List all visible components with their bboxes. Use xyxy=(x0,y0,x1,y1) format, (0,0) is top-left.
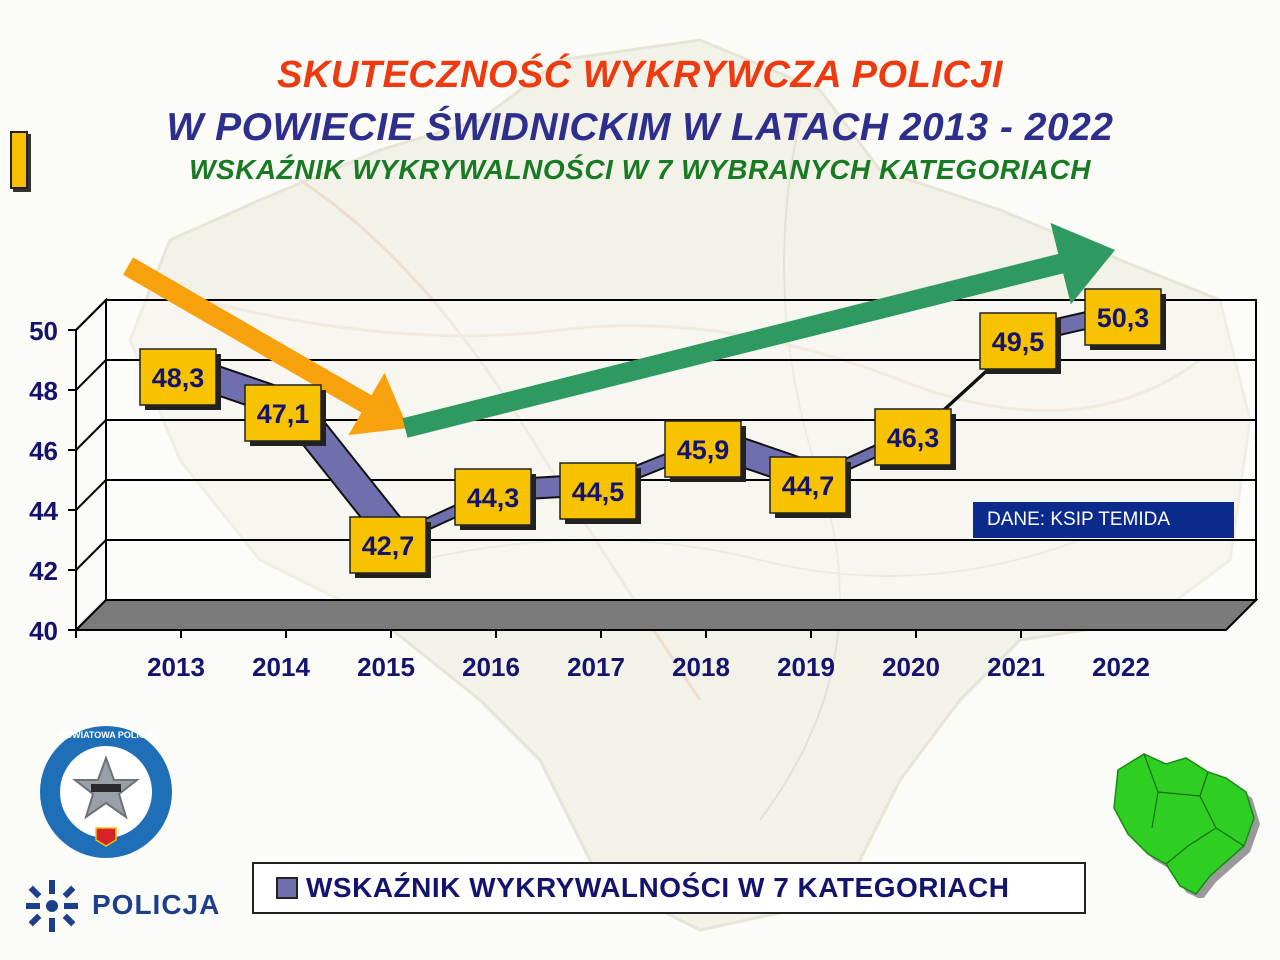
gridline-side xyxy=(75,539,107,571)
data-label: 46,3 xyxy=(874,408,956,470)
gridline-side xyxy=(75,419,107,451)
chart-side-wall xyxy=(75,297,107,633)
legend-swatch xyxy=(276,877,298,899)
x-tick-label: 2015 xyxy=(357,652,415,682)
data-label: 48,3 xyxy=(139,348,221,410)
x-tick-label: 2016 xyxy=(462,652,520,682)
county-map-icon xyxy=(1113,753,1260,898)
data-label: 42,7 xyxy=(349,516,431,578)
gridline-side xyxy=(75,359,107,391)
police-wordmark: POLICJA xyxy=(92,889,221,920)
data-label: 49,5 xyxy=(979,312,1061,374)
data-label-text: 47,1 xyxy=(257,399,310,429)
data-label-text: 50,3 xyxy=(1097,303,1150,333)
data-label-box xyxy=(1084,288,1162,346)
legend-label: WSKAŹNIK WYKRYWALNOŚCI W 7 KATEGORIACH xyxy=(306,872,1010,903)
y-tick-label: 46 xyxy=(29,436,58,466)
x-tick-label: 2014 xyxy=(252,652,310,682)
svg-text:POWIATOWA POLICJI: POWIATOWA POLICJI xyxy=(59,730,153,740)
y-tick-label: 40 xyxy=(29,616,58,646)
title-line-2: W POWIECIE ŚWIDNICKIM W LATACH 2013 - 20… xyxy=(166,106,1114,149)
title-line-1: SKUTECZNOŚĆ WYKRYWCZA POLICJI xyxy=(277,54,1003,96)
data-label-box xyxy=(139,348,217,406)
data-label-box xyxy=(979,312,1057,370)
data-label-text: 48,3 xyxy=(152,363,205,393)
y-tick-label: 50 xyxy=(29,316,58,346)
x-tick-label: 2019 xyxy=(777,652,835,682)
slide-marker xyxy=(10,131,28,189)
chart: 48,3 47,1 42,7 44,3 44,5 45,9 44,7 46,3 49,5 50,3… xyxy=(29,222,1259,682)
y-tick-label: 44 xyxy=(29,496,58,526)
data-source-label: DANE: KSIP TEMIDA xyxy=(973,502,1234,538)
data-label-text: 44,5 xyxy=(572,477,625,507)
police-star-icon xyxy=(26,880,78,932)
data-label: 45,9 xyxy=(664,420,746,482)
data-label-text: 46,3 xyxy=(887,423,940,453)
police-badge-logo: POWIATOWA POLICJI xyxy=(40,726,172,858)
x-tick-label: 2017 xyxy=(567,652,625,682)
y-tick-label: 42 xyxy=(29,556,58,586)
data-label-text: 44,7 xyxy=(782,471,835,501)
data-label-box xyxy=(664,420,742,478)
data-label-text: 49,5 xyxy=(992,327,1045,357)
chart-legend: WSKAŹNIK WYKRYWALNOŚCI W 7 KATEGORIACH xyxy=(252,862,1086,914)
gridline-side xyxy=(75,299,107,331)
data-label-text: 42,7 xyxy=(362,531,415,561)
data-label: 44,3 xyxy=(454,468,536,530)
data-label: 50,3 xyxy=(1084,288,1166,350)
data-label-box xyxy=(559,462,637,520)
chart-floor xyxy=(73,599,1259,631)
data-label-box xyxy=(454,468,532,526)
y-tick-label: 48 xyxy=(29,376,58,406)
data-label: 44,5 xyxy=(559,462,641,524)
x-tick-label: 2022 xyxy=(1092,652,1150,682)
up-trend-arrow xyxy=(402,222,1115,438)
down-trend-arrow xyxy=(122,257,409,436)
data-label-box xyxy=(769,456,847,514)
data-label-text: 45,9 xyxy=(677,435,730,465)
data-label-box xyxy=(244,384,322,442)
data-label-box xyxy=(349,516,427,574)
data-label-box xyxy=(874,408,952,466)
x-tick-label: 2013 xyxy=(147,652,205,682)
data-label-text: 44,3 xyxy=(467,483,520,513)
x-tick-label: 2020 xyxy=(882,652,940,682)
data-label: 44,7 xyxy=(769,456,851,518)
data-label: 47,1 xyxy=(244,384,326,446)
gridline-side xyxy=(75,479,107,511)
x-tick-label: 2021 xyxy=(987,652,1045,682)
subtitle: WSKAŹNIK WYKRYWALNOŚCI W 7 WYBRANYCH KAT… xyxy=(189,154,1091,185)
x-tick-label: 2018 xyxy=(672,652,730,682)
